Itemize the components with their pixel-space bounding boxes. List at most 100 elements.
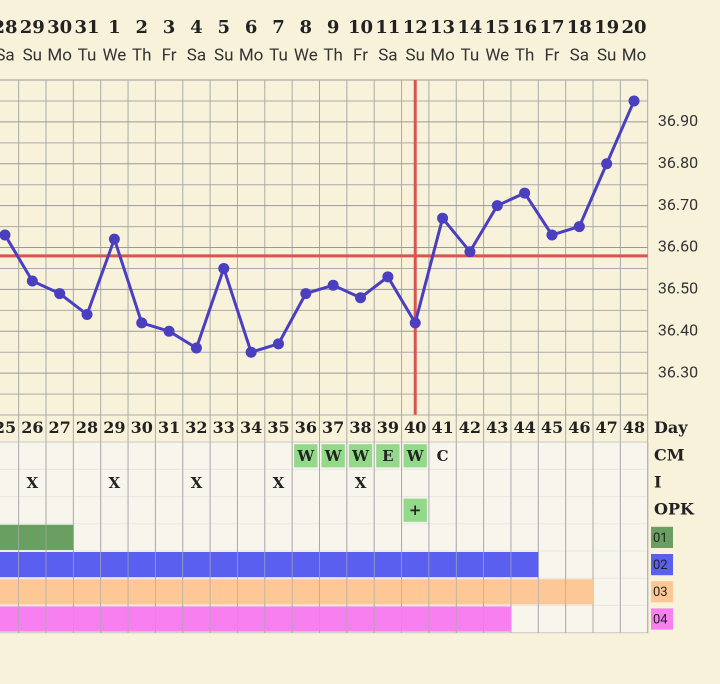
legend-label: 04 [653, 612, 668, 627]
cm-entry: W [351, 447, 370, 465]
date-label: 15 [485, 17, 510, 38]
day-label: 27 [49, 418, 71, 437]
date-label: 18 [567, 17, 592, 38]
weekday-label: Sa [0, 45, 15, 65]
weekday-label: Su [23, 45, 42, 65]
y-tick-label: 36.80 [658, 153, 698, 172]
day-label: 34 [240, 418, 262, 437]
weekday-label: Sa [187, 45, 206, 65]
intercourse-entry: X [273, 474, 285, 492]
cell-bg [294, 444, 318, 468]
temperature-point [546, 229, 558, 241]
weekday-label: Fr [544, 45, 559, 65]
temperature-point [355, 292, 367, 304]
weekday-label: Th [323, 45, 343, 65]
weekday-label: Su [405, 45, 424, 65]
day-label: 41 [431, 418, 453, 437]
day-label: 37 [322, 418, 344, 437]
bar [0, 579, 594, 605]
date-label: 7 [272, 17, 285, 38]
day-label: 39 [377, 418, 399, 437]
weekday-label: Mo [622, 45, 647, 65]
row-label: CM [654, 445, 684, 464]
date-label: 13 [430, 17, 455, 38]
cell-bg [348, 444, 373, 468]
date-label: 20 [621, 17, 646, 38]
temperature-point [300, 288, 312, 300]
intercourse-entry: X [109, 474, 121, 492]
day-label: 40 [404, 418, 426, 437]
temperature-point [519, 187, 531, 199]
y-tick-label: 36.90 [658, 111, 698, 130]
temperature-point [382, 271, 394, 283]
legend-swatch [651, 526, 673, 548]
date-label: 29 [20, 17, 45, 38]
date-label: 2 [135, 17, 148, 38]
day-label: 28 [76, 418, 98, 437]
date-label: 19 [594, 17, 619, 38]
cm-entry: E [382, 447, 393, 465]
date-label: 10 [348, 17, 373, 38]
weekday-label: Su [597, 45, 616, 65]
temperature-point [163, 325, 175, 337]
cell-bg [403, 444, 427, 468]
cell-bg [321, 444, 345, 468]
temperature-point [272, 338, 284, 350]
temperature-point [218, 262, 230, 274]
cm-entry: W [296, 447, 315, 465]
date-label: 12 [403, 17, 428, 38]
temperature-point [190, 342, 202, 354]
temperature-point [628, 95, 640, 107]
intercourse-entry: X [355, 474, 367, 492]
y-tick-label: 36.60 [658, 237, 698, 256]
legend-label: 03 [653, 585, 668, 600]
temperature-point [81, 309, 93, 320]
day-label: 48 [623, 418, 645, 437]
legend-label: 02 [653, 558, 668, 573]
temperature-point [491, 200, 503, 212]
date-label: 4 [190, 17, 203, 38]
legend-label: 01 [653, 531, 668, 546]
weekday-label: We [102, 45, 126, 65]
day-label: 35 [267, 418, 289, 437]
date-label: 9 [327, 17, 340, 38]
date-label: 31 [74, 17, 99, 38]
day-label: 26 [21, 418, 43, 437]
day-label: 47 [596, 418, 618, 437]
temperature-point [245, 346, 257, 358]
temperature-point [54, 288, 66, 300]
temperature-point [108, 233, 120, 245]
weekday-label: Mo [239, 45, 264, 65]
date-label: 3 [163, 17, 176, 38]
date-label: 16 [512, 17, 537, 38]
cell-bg [376, 444, 400, 468]
legend-swatch [651, 554, 673, 576]
weekday-label: Mo [47, 45, 72, 65]
temperature-point [26, 275, 38, 287]
y-tick-label: 36.40 [658, 320, 698, 339]
day-label: 29 [103, 418, 125, 437]
temperature-point [437, 212, 449, 224]
date-label: 5 [218, 17, 231, 38]
temperature-point [573, 221, 585, 233]
legend-swatch [651, 608, 673, 630]
temperature-point [136, 317, 148, 329]
date-label: 6 [245, 17, 258, 38]
cm-entry: W [406, 447, 425, 465]
intercourse-entry: X [27, 474, 39, 492]
day-label: 46 [568, 418, 590, 437]
y-tick-label: 36.70 [658, 195, 698, 214]
temperature-point [0, 229, 11, 241]
day-label: 25 [0, 418, 16, 437]
weekday-label: Th [132, 45, 152, 65]
weekday-label: Mo [430, 45, 455, 65]
cm-entry: W [324, 447, 343, 465]
bar [0, 552, 539, 578]
row-label: OPK [654, 500, 695, 519]
legend-swatch [651, 581, 673, 603]
day-label: 43 [486, 418, 508, 437]
day-label: 32 [185, 418, 207, 437]
y-tick-label: 36.30 [658, 362, 698, 381]
opk-entry: + [409, 501, 422, 519]
